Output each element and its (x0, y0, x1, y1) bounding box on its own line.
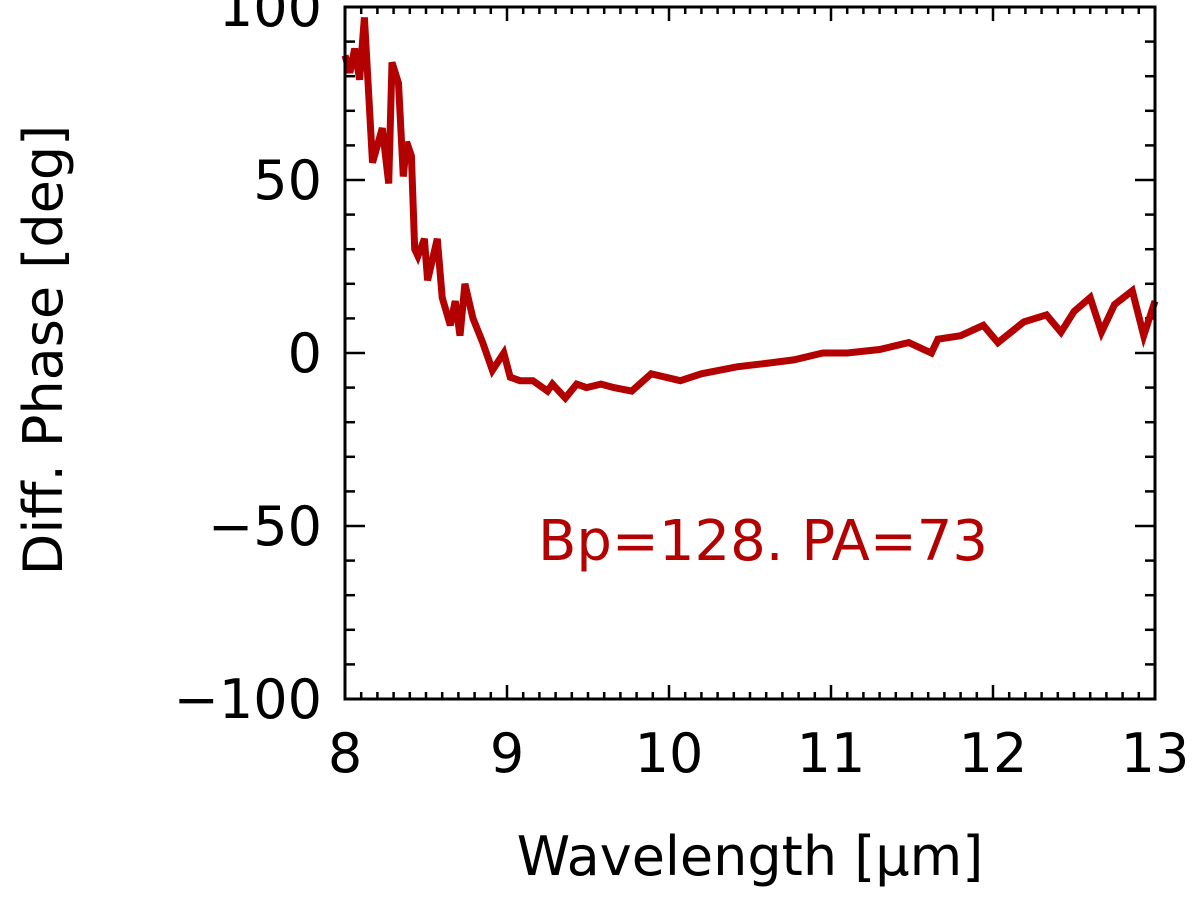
axis-ticks (343, 5, 1157, 701)
x-tick-label: 8 (328, 722, 362, 785)
x-tick-label: 12 (959, 722, 1028, 785)
x-tick-label: 10 (635, 722, 704, 785)
x-axis-title: Wavelength [μm] (517, 825, 984, 888)
annotation: Bp=128. PA=73 (538, 509, 988, 574)
series-line (341, 17, 1159, 404)
x-tick-label: 9 (490, 722, 524, 785)
y-tick-label: −100 (174, 668, 322, 731)
plot-frame (343, 5, 1157, 701)
y-axis-title: Diff. Phase [deg] (12, 125, 75, 575)
y-tick-label: 100 (219, 0, 322, 39)
y-tick-label: −50 (208, 495, 322, 558)
y-tick-label: 50 (253, 149, 322, 212)
x-tick-labels: 8 9 10 11 12 13 (328, 722, 1190, 785)
x-tick-label: 13 (1121, 722, 1190, 785)
y-tick-label: 0 (288, 322, 322, 385)
y-tick-labels: −100 −50 0 50 100 (174, 0, 322, 731)
x-tick-label: 11 (797, 722, 866, 785)
